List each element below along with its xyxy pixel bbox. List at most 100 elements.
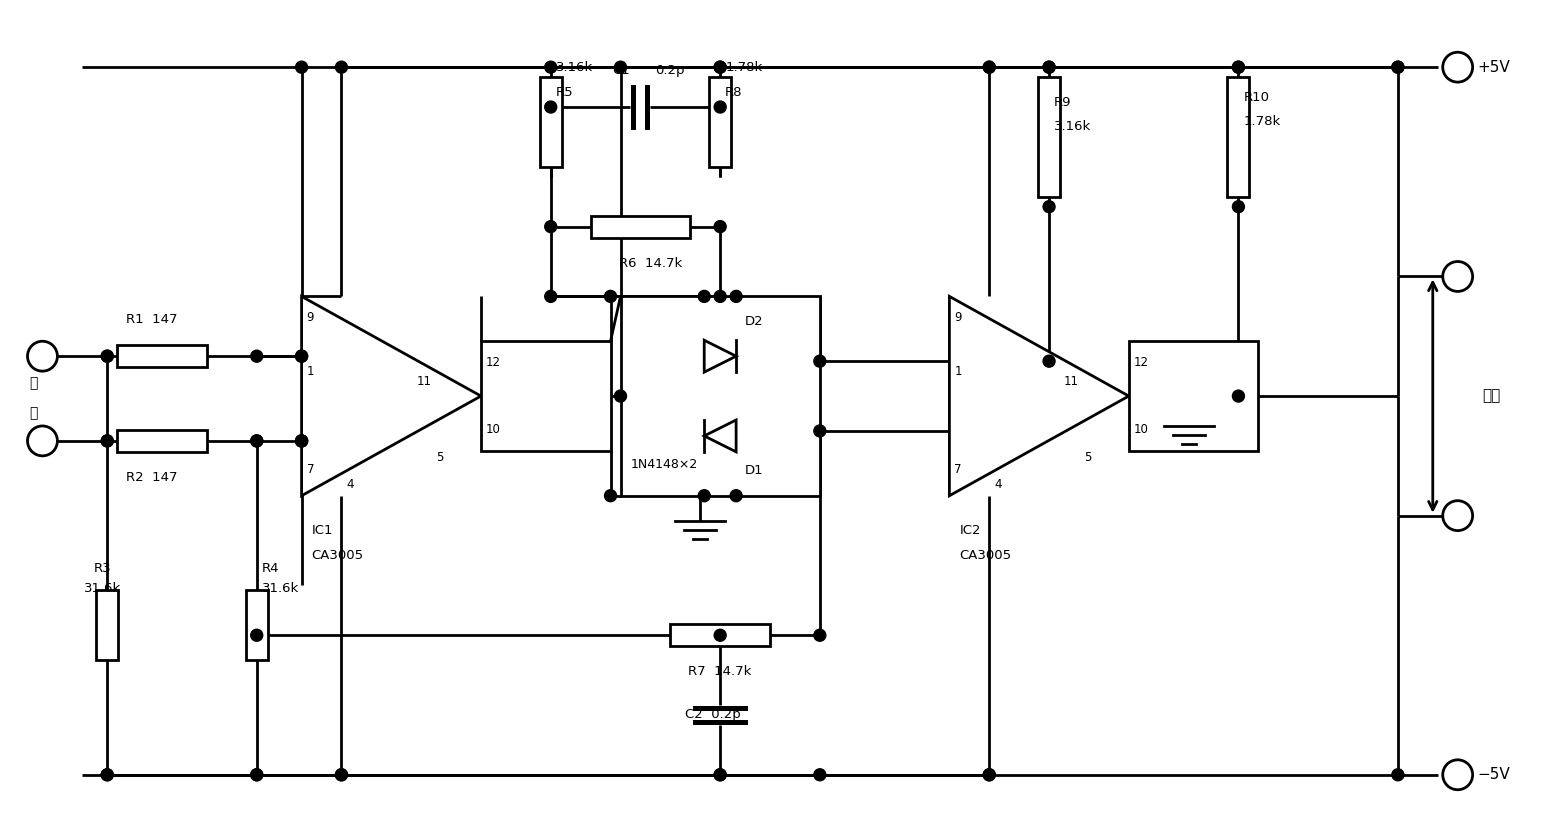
- Circle shape: [714, 61, 727, 74]
- Circle shape: [335, 769, 347, 781]
- Circle shape: [1392, 61, 1404, 74]
- Text: 12: 12: [1134, 356, 1150, 369]
- Bar: [591, 216, 690, 238]
- Circle shape: [605, 490, 617, 501]
- Circle shape: [335, 769, 347, 781]
- Circle shape: [605, 291, 617, 302]
- Circle shape: [730, 291, 742, 302]
- Text: 1: 1: [307, 364, 315, 377]
- Text: R7  14.7k: R7 14.7k: [688, 665, 751, 678]
- Circle shape: [714, 101, 727, 113]
- Text: +5V: +5V: [1478, 59, 1511, 74]
- Text: 9: 9: [955, 311, 961, 325]
- Bar: [1038, 77, 1060, 197]
- Text: R8: R8: [725, 86, 742, 98]
- Circle shape: [714, 769, 727, 781]
- Circle shape: [983, 769, 995, 781]
- Circle shape: [714, 61, 727, 74]
- Circle shape: [614, 390, 626, 402]
- Text: 7: 7: [307, 463, 315, 476]
- Text: 1N4148×2: 1N4148×2: [631, 458, 697, 471]
- Text: 10: 10: [1134, 423, 1148, 436]
- Bar: [117, 430, 207, 452]
- Text: R1  147: R1 147: [127, 313, 177, 326]
- Circle shape: [1443, 52, 1472, 82]
- Circle shape: [1043, 61, 1055, 74]
- Circle shape: [252, 769, 262, 781]
- Circle shape: [1443, 262, 1472, 292]
- Circle shape: [1392, 769, 1404, 781]
- Text: 3.16k: 3.16k: [1054, 121, 1091, 134]
- Text: IC1: IC1: [312, 525, 333, 537]
- Circle shape: [102, 769, 113, 781]
- Circle shape: [296, 61, 307, 74]
- Circle shape: [1443, 501, 1472, 530]
- Circle shape: [545, 61, 557, 74]
- Circle shape: [1392, 61, 1404, 74]
- Text: 5: 5: [1083, 451, 1091, 464]
- Circle shape: [1233, 390, 1244, 402]
- Circle shape: [614, 61, 626, 74]
- Text: 输出: 输出: [1483, 388, 1501, 404]
- Text: R5: R5: [555, 86, 574, 98]
- Text: 1.78k: 1.78k: [1244, 116, 1281, 129]
- Circle shape: [813, 629, 826, 641]
- Circle shape: [28, 426, 57, 456]
- Text: 0.2p: 0.2p: [656, 64, 685, 77]
- Circle shape: [1233, 61, 1244, 74]
- Polygon shape: [949, 297, 1129, 496]
- Text: 9: 9: [307, 311, 315, 325]
- Bar: [245, 591, 267, 660]
- Circle shape: [102, 769, 113, 781]
- Circle shape: [1043, 355, 1055, 367]
- Circle shape: [296, 435, 307, 447]
- Circle shape: [296, 435, 307, 447]
- Circle shape: [252, 350, 262, 362]
- Text: 入: 入: [29, 406, 37, 420]
- Text: R6  14.7k: R6 14.7k: [619, 257, 682, 269]
- Text: 3.16k: 3.16k: [555, 60, 593, 74]
- Text: CA3005: CA3005: [312, 549, 364, 562]
- Text: 7: 7: [955, 463, 961, 476]
- Circle shape: [1233, 61, 1244, 74]
- Text: 31.6k: 31.6k: [262, 582, 299, 596]
- Circle shape: [714, 629, 727, 641]
- Circle shape: [813, 355, 826, 367]
- Text: R9: R9: [1054, 96, 1071, 108]
- Bar: [481, 341, 611, 451]
- Circle shape: [813, 425, 826, 437]
- Circle shape: [730, 490, 742, 501]
- Circle shape: [699, 490, 710, 501]
- Circle shape: [813, 769, 826, 781]
- Circle shape: [252, 769, 262, 781]
- Circle shape: [699, 291, 710, 302]
- Text: C2  0.2p: C2 0.2p: [685, 709, 741, 721]
- Circle shape: [28, 341, 57, 371]
- Text: 输: 输: [29, 377, 37, 391]
- Polygon shape: [704, 340, 736, 373]
- Text: D1: D1: [745, 464, 764, 477]
- Text: R2  147: R2 147: [127, 471, 177, 484]
- Circle shape: [545, 101, 557, 113]
- Text: 4: 4: [347, 477, 353, 491]
- Text: 11: 11: [1065, 375, 1079, 387]
- Bar: [96, 591, 119, 660]
- Circle shape: [983, 61, 995, 74]
- Text: R10: R10: [1244, 91, 1270, 103]
- Circle shape: [714, 291, 727, 302]
- Bar: [1228, 77, 1250, 197]
- Bar: [710, 77, 731, 167]
- Bar: [620, 297, 819, 496]
- Bar: [670, 624, 770, 646]
- Bar: [1129, 341, 1259, 451]
- Text: IC2: IC2: [960, 525, 981, 537]
- Circle shape: [1233, 201, 1244, 212]
- Text: 10: 10: [486, 423, 501, 436]
- Text: 31.6k: 31.6k: [83, 582, 120, 596]
- Text: CA3005: CA3005: [960, 549, 1012, 562]
- Circle shape: [714, 769, 727, 781]
- Circle shape: [102, 435, 113, 447]
- Text: R3: R3: [94, 563, 111, 576]
- Text: D2: D2: [745, 316, 764, 328]
- Circle shape: [983, 61, 995, 74]
